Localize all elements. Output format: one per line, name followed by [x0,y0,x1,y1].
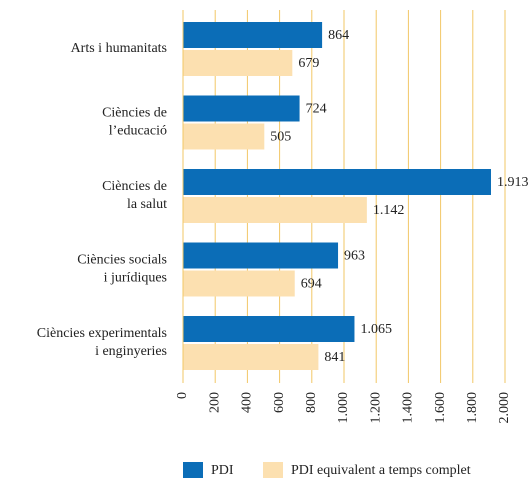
category-label: Ciències experimentals [37,326,167,341]
x-tick-label: 1.400 [401,392,416,424]
bar [183,242,339,269]
x-tick-label: 400 [240,392,255,413]
bar [183,50,293,76]
bar [183,270,295,297]
bar [183,197,367,223]
x-tick-label: 1.000 [336,392,351,424]
x-tick-label: 200 [207,392,222,413]
x-tick-label: 1.800 [465,392,480,424]
legend-label: PDI [211,463,234,478]
bar [183,123,265,150]
value-label: 1.913 [497,175,529,190]
bar [183,344,319,370]
x-tick-label: 600 [272,392,287,413]
value-label: 1.142 [373,203,405,218]
x-tick-label: 1.200 [368,392,383,424]
value-label: 724 [306,102,327,117]
bar [183,22,323,48]
x-tick-label: 800 [304,392,319,413]
legend-swatch [263,462,283,478]
x-tick-label: 1.600 [433,392,448,424]
x-tick-label: 2.000 [497,392,512,424]
value-label: 963 [344,249,365,264]
category-label: l’educació [109,124,167,139]
value-label: 679 [298,56,319,71]
value-label: 694 [301,277,322,292]
x-tick-label: 0 [175,392,190,399]
category-label: Arts i humanitats [71,41,167,56]
category-label: Ciències de [102,179,167,194]
bar [183,316,355,342]
category-label: la salut [127,197,167,212]
value-label: 864 [328,28,349,43]
bar [183,169,491,195]
legend-label: PDI equivalent a temps complet [291,463,471,478]
value-label: 1.065 [360,322,392,337]
category-label: Ciències socials [77,253,167,268]
category-label: Ciències de [102,106,167,121]
category-label: i enginyeries [95,344,167,359]
legend-swatch [183,462,203,478]
category-label: i jurídiques [104,271,167,286]
bar [183,95,300,122]
value-label: 841 [324,350,345,365]
value-label: 505 [270,130,291,145]
